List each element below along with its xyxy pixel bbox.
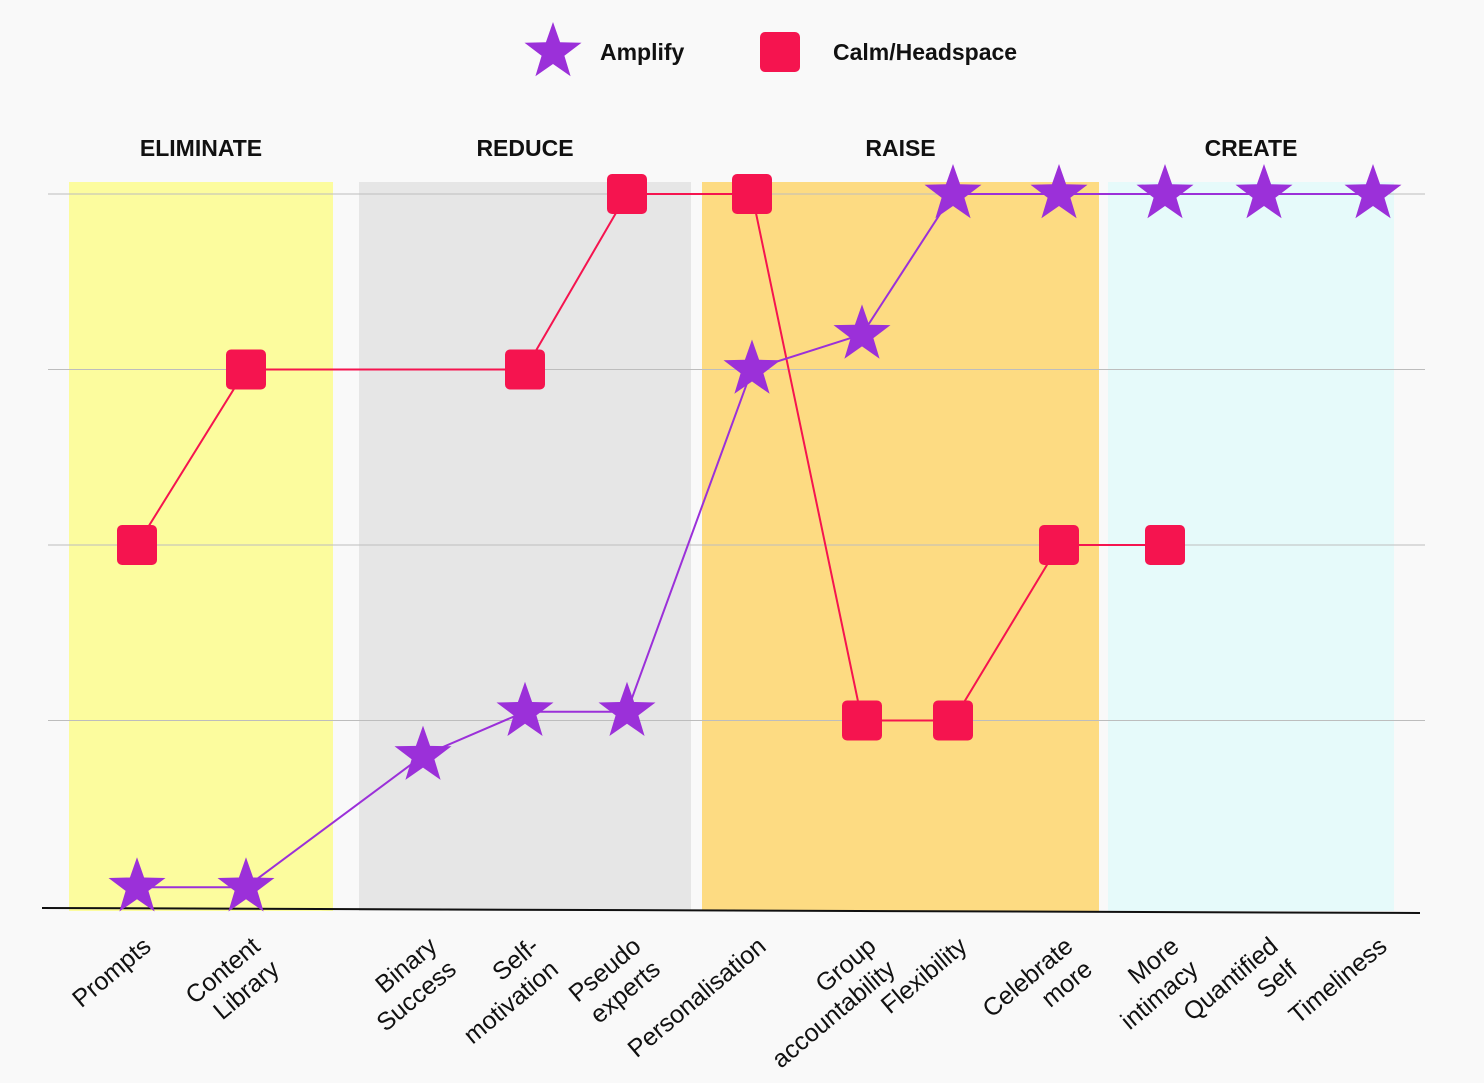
legend-square-icon (760, 32, 800, 72)
point-calm-headspace-7 (933, 700, 973, 741)
tick-label-0: Prompts (67, 932, 156, 1013)
point-amplify-10 (1235, 164, 1293, 219)
point-amplify-2 (394, 725, 452, 780)
point-amplify-1 (217, 857, 275, 912)
point-amplify-7 (924, 164, 982, 219)
legend-label-amplify: Amplify (600, 39, 685, 65)
section-label-reduce: REDUCE (476, 135, 573, 161)
section-band-raise (702, 182, 1099, 911)
point-amplify-5 (723, 339, 781, 394)
section-label-raise: RAISE (865, 135, 935, 161)
tick-label-4: Pseudoexperts (563, 932, 665, 1031)
point-amplify-4 (598, 681, 656, 736)
tick-label-1: ContentLibrary (180, 932, 285, 1033)
series-markers (108, 164, 1402, 912)
point-amplify-9 (1136, 164, 1194, 219)
point-calm-headspace-0 (117, 525, 157, 565)
point-amplify-6 (833, 304, 891, 359)
point-amplify-3 (496, 681, 554, 736)
legend-star-icon (524, 22, 582, 77)
tick-label-3: Self-motivation (439, 932, 564, 1050)
legend: Amplify Calm/Headspace (524, 22, 1017, 77)
point-calm-headspace-3 (505, 349, 545, 390)
tick-label-8: Celebratemore (977, 932, 1097, 1046)
tick-label-10: QuantifiedSelf (1178, 932, 1303, 1050)
section-label-eliminate: ELIMINATE (140, 135, 262, 161)
point-amplify-8 (1030, 164, 1088, 219)
section-bands: ELIMINATE REDUCE RAISE CREATE (69, 135, 1394, 911)
section-label-create: CREATE (1205, 135, 1298, 161)
x-axis-line (41, 907, 1421, 914)
section-band-eliminate (69, 182, 333, 911)
x-tick-labels: Prompts ContentLibrary BinarySuccess Self-m… (67, 932, 1392, 1074)
point-calm-headspace-9 (1145, 525, 1185, 565)
tick-label-9: Moreintimacy (1096, 932, 1204, 1036)
point-calm-headspace-6 (842, 700, 882, 741)
point-calm-headspace-5 (732, 174, 772, 214)
point-calm-headspace-8 (1039, 525, 1079, 565)
series-line-amplify (137, 193, 1373, 889)
point-calm-headspace-1 (226, 349, 266, 390)
point-amplify-11 (1344, 164, 1402, 219)
tick-label-11: Timeliness (1284, 932, 1393, 1030)
point-amplify-0 (108, 857, 166, 912)
tick-label-2: BinarySuccess (352, 932, 462, 1037)
section-band-reduce (359, 182, 691, 911)
legend-label-calm-headspace: Calm/Headspace (833, 39, 1017, 65)
point-calm-headspace-4 (607, 174, 647, 214)
